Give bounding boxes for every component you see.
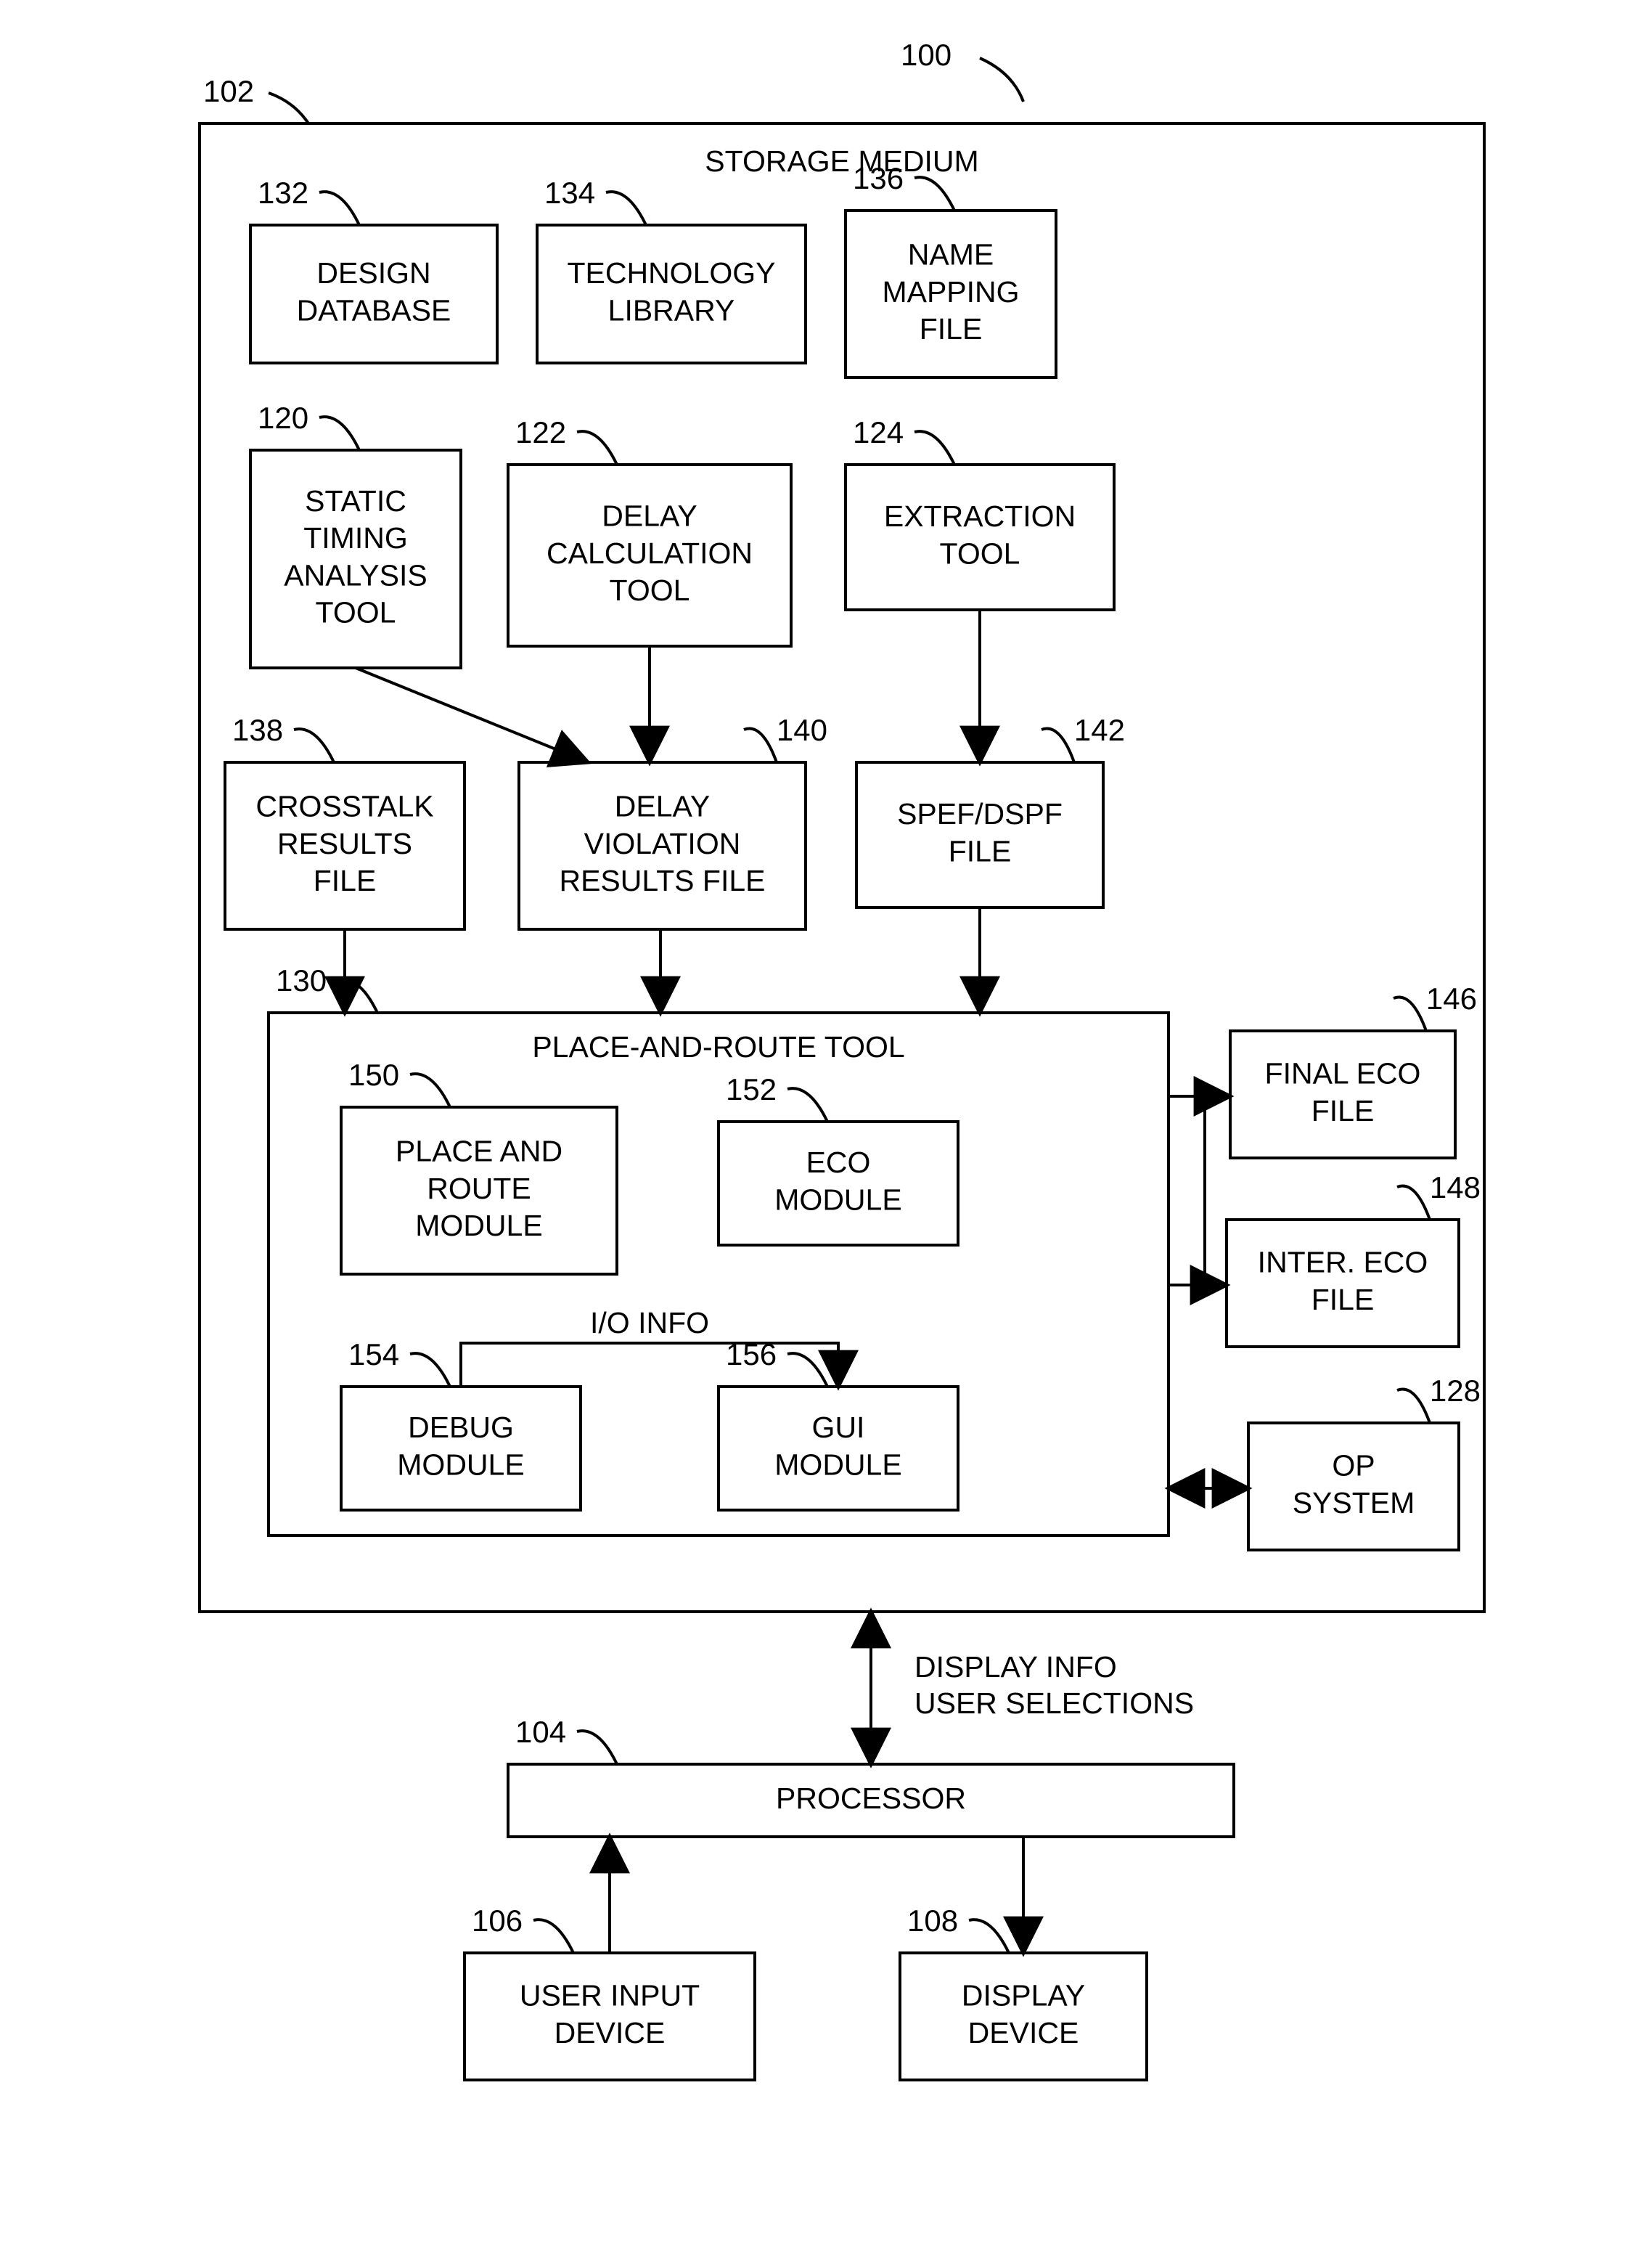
svg-text:140: 140 <box>777 713 827 747</box>
svg-text:TOOL: TOOL <box>610 574 690 607</box>
svg-text:DISPLAY INFO: DISPLAY INFO <box>914 1650 1117 1684</box>
svg-text:ECO: ECO <box>806 1146 871 1179</box>
svg-text:FINAL ECO: FINAL ECO <box>1265 1057 1421 1090</box>
svg-text:SYSTEM: SYSTEM <box>1293 1486 1415 1520</box>
svg-text:154: 154 <box>348 1337 399 1371</box>
svg-text:MODULE: MODULE <box>415 1209 542 1242</box>
svg-text:FILE: FILE <box>1311 1283 1375 1316</box>
svg-text:DEBUG: DEBUG <box>408 1411 514 1444</box>
svg-text:132: 132 <box>258 176 308 210</box>
svg-text:FILE: FILE <box>920 312 983 346</box>
svg-text:PROCESSOR: PROCESSOR <box>776 1782 966 1815</box>
svg-text:MODULE: MODULE <box>774 1448 901 1481</box>
svg-text:DESIGN: DESIGN <box>316 256 430 290</box>
system-block-diagram: 100 STORAGE MEDIUM 102 132 DESIGNDATABASE 134… <box>0 0 1641 2268</box>
svg-text:142: 142 <box>1074 713 1125 747</box>
svg-text:STORAGE MEDIUM: STORAGE MEDIUM <box>705 144 978 178</box>
svg-text:MODULE: MODULE <box>397 1448 524 1481</box>
svg-text:EXTRACTION: EXTRACTION <box>884 499 1076 533</box>
svg-text:130: 130 <box>276 963 327 998</box>
svg-text:VIOLATION: VIOLATION <box>584 827 741 860</box>
svg-text:GUI: GUI <box>812 1411 865 1444</box>
svg-text:TOOL: TOOL <box>940 537 1020 570</box>
svg-text:TOOL: TOOL <box>316 596 396 629</box>
svg-text:138: 138 <box>232 713 283 747</box>
svg-text:DEVICE: DEVICE <box>554 2016 666 2049</box>
svg-text:106: 106 <box>472 1904 523 1938</box>
svg-text:148: 148 <box>1430 1170 1481 1204</box>
svg-text:NAME: NAME <box>908 238 994 272</box>
svg-text:INTER. ECO: INTER. ECO <box>1258 1246 1428 1279</box>
svg-text:USER SELECTIONS: USER SELECTIONS <box>914 1686 1194 1720</box>
svg-text:RESULTS FILE: RESULTS FILE <box>559 864 765 897</box>
svg-text:RESULTS: RESULTS <box>277 827 412 860</box>
svg-text:152: 152 <box>726 1072 777 1106</box>
svg-text:DISPLAY: DISPLAY <box>962 1979 1085 2012</box>
svg-text:104: 104 <box>515 1715 566 1749</box>
svg-text:I/O INFO: I/O INFO <box>590 1306 709 1339</box>
svg-text:TECHNOLOGY: TECHNOLOGY <box>567 256 775 290</box>
svg-text:SPEF/DSPF: SPEF/DSPF <box>897 797 1063 831</box>
svg-text:150: 150 <box>348 1058 399 1092</box>
svg-text:120: 120 <box>258 401 308 435</box>
svg-text:136: 136 <box>853 161 904 195</box>
svg-text:DELAY: DELAY <box>615 790 710 823</box>
svg-text:ROUTE: ROUTE <box>427 1172 531 1205</box>
svg-text:100: 100 <box>901 38 952 72</box>
svg-text:TIMING: TIMING <box>303 521 407 555</box>
svg-text:FILE: FILE <box>949 834 1012 868</box>
svg-text:LIBRARY: LIBRARY <box>608 293 735 327</box>
svg-text:CROSSTALK: CROSSTALK <box>255 790 433 823</box>
svg-text:146: 146 <box>1426 982 1477 1016</box>
svg-text:124: 124 <box>853 415 904 449</box>
svg-text:102: 102 <box>203 74 254 108</box>
svg-text:STATIC: STATIC <box>305 484 406 518</box>
svg-text:122: 122 <box>515 415 566 449</box>
svg-text:FILE: FILE <box>314 864 377 897</box>
svg-text:OP: OP <box>1332 1449 1375 1482</box>
svg-text:PLACE-AND-ROUTE TOOL: PLACE-AND-ROUTE TOOL <box>532 1030 904 1064</box>
svg-text:DEVICE: DEVICE <box>968 2016 1079 2049</box>
svg-text:ANALYSIS: ANALYSIS <box>284 558 427 592</box>
svg-text:USER INPUT: USER INPUT <box>520 1979 700 2012</box>
svg-text:PLACE AND: PLACE AND <box>396 1135 562 1168</box>
svg-text:108: 108 <box>907 1904 958 1938</box>
svg-text:MODULE: MODULE <box>774 1183 901 1216</box>
svg-text:MAPPING: MAPPING <box>882 275 1019 309</box>
svg-text:FILE: FILE <box>1311 1094 1375 1127</box>
svg-text:CALCULATION: CALCULATION <box>547 537 753 570</box>
svg-text:128: 128 <box>1430 1374 1481 1408</box>
svg-text:DELAY: DELAY <box>602 499 697 533</box>
svg-text:134: 134 <box>544 176 595 210</box>
svg-text:DATABASE: DATABASE <box>297 293 451 327</box>
